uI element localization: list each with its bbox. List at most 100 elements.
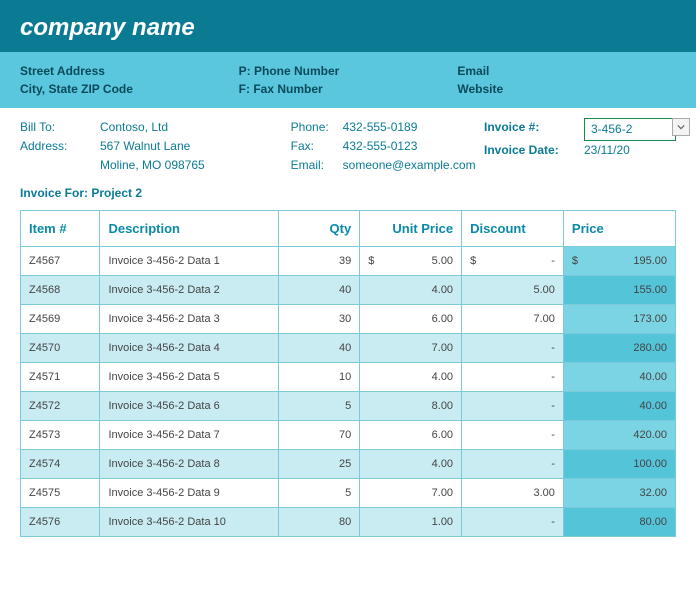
th-discount: Discount [462, 210, 564, 246]
bill-to-value: Contoso, Ltd [100, 118, 168, 137]
th-description: Description [100, 210, 278, 246]
cell-discount: - [462, 333, 564, 362]
cell-item: Z4576 [21, 507, 100, 536]
cell-discount: 7.00 [462, 304, 564, 333]
email-value: someone@example.com [343, 156, 476, 175]
cell-unit-price: 4.00 [360, 449, 462, 478]
info-col-address: Street Address City, State ZIP Code [20, 62, 239, 98]
street-address: Street Address [20, 62, 239, 80]
cell-item: Z4567 [21, 246, 100, 275]
cell-item: Z4575 [21, 478, 100, 507]
invoice-for: Invoice For: Project 2 [0, 182, 696, 210]
cell-qty: 10 [278, 362, 359, 391]
address-label: Address: [20, 137, 100, 156]
cell-discount: - [462, 420, 564, 449]
table-row: Z4573Invoice 3-456-2 Data 7706.00-420.00 [21, 420, 676, 449]
header-bar: company name [0, 0, 696, 52]
bill-to-label: Bill To: [20, 118, 100, 137]
table-row: Z4569Invoice 3-456-2 Data 3306.007.00173… [21, 304, 676, 333]
table-row: Z4572Invoice 3-456-2 Data 658.00-40.00 [21, 391, 676, 420]
table-row: Z4571Invoice 3-456-2 Data 5104.00-40.00 [21, 362, 676, 391]
cell-description: Invoice 3-456-2 Data 3 [100, 304, 278, 333]
cell-item: Z4574 [21, 449, 100, 478]
chevron-down-icon [677, 123, 685, 131]
cell-price: $195.00 [563, 246, 675, 275]
cell-item: Z4573 [21, 420, 100, 449]
cell-discount: - [462, 391, 564, 420]
fax-label: Fax: [291, 137, 343, 156]
cell-qty: 40 [278, 275, 359, 304]
address-line1: 567 Walnut Lane [100, 137, 190, 156]
invoice-num-label: Invoice #: [484, 118, 584, 141]
company-name: company name [20, 14, 676, 42]
cell-item: Z4568 [21, 275, 100, 304]
cell-unit-price: 7.00 [360, 478, 462, 507]
cell-item: Z4572 [21, 391, 100, 420]
cell-price: 80.00 [563, 507, 675, 536]
table-header-row: Item # Description Qty Unit Price Discou… [21, 210, 676, 246]
cell-discount: - [462, 507, 564, 536]
invoice-num-input[interactable]: 3-456-2 [584, 118, 676, 141]
cell-unit-price: 4.00 [360, 275, 462, 304]
cell-qty: 40 [278, 333, 359, 362]
cell-description: Invoice 3-456-2 Data 4 [100, 333, 278, 362]
table-row: Z4570Invoice 3-456-2 Data 4407.00-280.00 [21, 333, 676, 362]
cell-price: 32.00 [563, 478, 675, 507]
table-row: Z4576Invoice 3-456-2 Data 10801.00-80.00 [21, 507, 676, 536]
cell-price: 100.00 [563, 449, 675, 478]
cell-description: Invoice 3-456-2 Data 10 [100, 507, 278, 536]
cell-discount: 5.00 [462, 275, 564, 304]
cell-qty: 5 [278, 391, 359, 420]
cell-price: 40.00 [563, 391, 675, 420]
info-col-phone: P: Phone Number F: Fax Number [239, 62, 458, 98]
table-row: Z4568Invoice 3-456-2 Data 2404.005.00155… [21, 275, 676, 304]
cell-discount: 3.00 [462, 478, 564, 507]
details-section: Bill To: Contoso, Ltd Address: 567 Walnu… [0, 108, 696, 182]
cell-description: Invoice 3-456-2 Data 7 [100, 420, 278, 449]
invoice-date-value: 23/11/20 [584, 141, 630, 160]
invoice-table-wrap: Item # Description Qty Unit Price Discou… [0, 210, 696, 547]
cell-discount: $- [462, 246, 564, 275]
th-qty: Qty [278, 210, 359, 246]
table-row: Z4574Invoice 3-456-2 Data 8254.00-100.00 [21, 449, 676, 478]
cell-discount: - [462, 362, 564, 391]
city-state-zip: City, State ZIP Code [20, 80, 239, 98]
cell-description: Invoice 3-456-2 Data 5 [100, 362, 278, 391]
cell-qty: 39 [278, 246, 359, 275]
th-price: Price [563, 210, 675, 246]
email-label: Email: [291, 156, 343, 175]
cell-discount: - [462, 449, 564, 478]
cell-description: Invoice 3-456-2 Data 2 [100, 275, 278, 304]
cell-qty: 30 [278, 304, 359, 333]
cell-price: 420.00 [563, 420, 675, 449]
cell-unit-price: 1.00 [360, 507, 462, 536]
cell-unit-price: 7.00 [360, 333, 462, 362]
cell-unit-price: 8.00 [360, 391, 462, 420]
th-unit-price: Unit Price [360, 210, 462, 246]
invoice-table: Item # Description Qty Unit Price Discou… [20, 210, 676, 537]
phone-placeholder: P: Phone Number [239, 62, 458, 80]
cell-qty: 70 [278, 420, 359, 449]
cell-price: 173.00 [563, 304, 675, 333]
cell-unit-price: $5.00 [360, 246, 462, 275]
cell-price: 155.00 [563, 275, 675, 304]
phone-label: Phone: [291, 118, 343, 137]
cell-unit-price: 6.00 [360, 420, 462, 449]
invoice-dropdown-button[interactable] [672, 118, 690, 136]
cell-description: Invoice 3-456-2 Data 1 [100, 246, 278, 275]
email-placeholder: Email [457, 62, 676, 80]
cell-unit-price: 4.00 [360, 362, 462, 391]
info-band: Street Address City, State ZIP Code P: P… [0, 52, 696, 108]
invoice-date-label: Invoice Date: [484, 141, 584, 160]
cell-item: Z4571 [21, 362, 100, 391]
cell-qty: 5 [278, 478, 359, 507]
cell-qty: 80 [278, 507, 359, 536]
cell-price: 280.00 [563, 333, 675, 362]
table-row: Z4567Invoice 3-456-2 Data 139$5.00$-$195… [21, 246, 676, 275]
cell-description: Invoice 3-456-2 Data 6 [100, 391, 278, 420]
cell-price: 40.00 [563, 362, 675, 391]
fax-placeholder: F: Fax Number [239, 80, 458, 98]
website-placeholder: Website [457, 80, 676, 98]
details-col-contact: Phone: 432-555-0189 Fax: 432-555-0123 Em… [291, 118, 484, 176]
cell-item: Z4570 [21, 333, 100, 362]
